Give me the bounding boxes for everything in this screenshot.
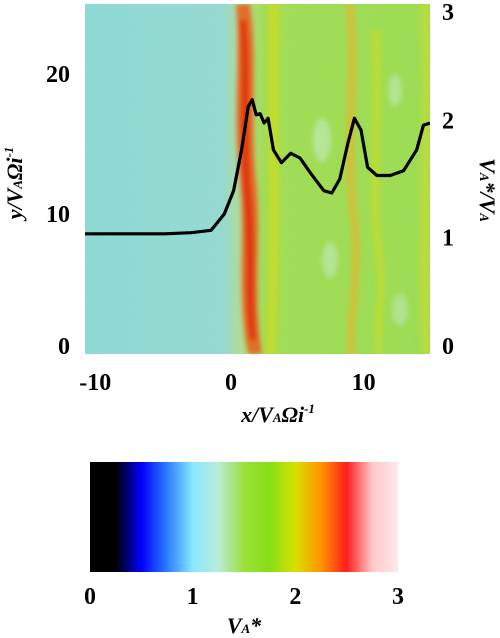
shock-ridge-core <box>240 20 256 340</box>
right-y-tick-label: 2 <box>442 109 454 135</box>
colorbar <box>90 462 398 572</box>
ridge-5 <box>419 4 430 354</box>
x-tick-label: 0 <box>225 370 237 396</box>
x-axis-label: x/VAΩi-1 <box>240 401 315 427</box>
ridge-2 <box>266 4 280 354</box>
colorbar-tick-label: 2 <box>289 584 301 610</box>
colorbar-tick-label: 1 <box>187 584 199 610</box>
heatmap-panel <box>85 4 430 354</box>
light-patch <box>313 118 331 162</box>
ridge-3 <box>345 4 360 354</box>
light-patch <box>388 74 402 106</box>
colorbar-tick-label: 3 <box>392 584 404 610</box>
x-tick-labels: -10 0 10 <box>79 370 375 396</box>
right-y-axis-label: VA*/VA <box>475 158 500 222</box>
right-y-tick-label: 3 <box>442 0 454 26</box>
left-y-axis-label: y/VAΩi-1 <box>1 147 27 223</box>
light-patch <box>322 242 338 278</box>
ridge-4 <box>371 30 385 354</box>
right-y-tick-label: 0 <box>442 334 454 360</box>
right-y-tick-labels: 0 1 2 3 <box>442 0 454 360</box>
va-profile-line <box>85 98 430 236</box>
light-patch <box>392 294 408 326</box>
left-y-tick-labels: 0 10 20 <box>46 62 70 360</box>
colorbar-tick-labels: 0 1 2 3 <box>84 584 404 610</box>
left-y-tick-label: 10 <box>46 202 70 228</box>
right-y-tick-label: 1 <box>442 225 454 251</box>
heatmap-structures <box>236 4 430 354</box>
colorbar-label: VA* <box>227 613 262 638</box>
x-tick-label: -10 <box>79 370 111 396</box>
left-y-tick-label: 20 <box>46 62 70 88</box>
x-tick-label: 10 <box>352 370 376 396</box>
colorbar-tick-label: 0 <box>84 584 96 610</box>
left-y-tick-label: 0 <box>58 334 70 360</box>
